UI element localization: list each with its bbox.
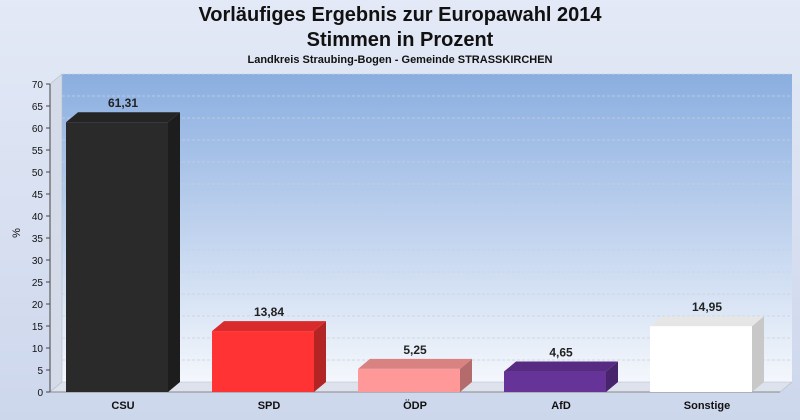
bar-value-label: 5,25 bbox=[403, 343, 427, 357]
y-tick-label: 15 bbox=[32, 322, 44, 333]
bar-value-label: 14,95 bbox=[692, 300, 722, 314]
plot-side-wall bbox=[49, 73, 63, 393]
y-tick-label: 25 bbox=[32, 278, 44, 289]
bar-top bbox=[358, 358, 472, 369]
bar bbox=[650, 326, 752, 392]
chart-subtitle: Landkreis Straubing-Bogen - Gemeinde STR… bbox=[247, 54, 553, 66]
bar bbox=[358, 368, 460, 392]
x-tick-label: AfD bbox=[551, 400, 571, 412]
bar-side bbox=[460, 358, 472, 392]
y-tick-label: 45 bbox=[32, 190, 44, 201]
bar-top bbox=[650, 316, 764, 327]
bar-side bbox=[168, 112, 180, 393]
bar bbox=[66, 122, 168, 393]
bar-value-label: 61,31 bbox=[108, 96, 138, 110]
bar-side bbox=[752, 316, 764, 392]
bar bbox=[504, 371, 606, 392]
bar-top bbox=[504, 361, 618, 372]
y-tick-label: 40 bbox=[32, 212, 44, 223]
y-tick-label: 30 bbox=[32, 256, 44, 267]
y-tick-label: 50 bbox=[32, 168, 44, 179]
y-tick-label: 60 bbox=[32, 124, 44, 135]
bar bbox=[212, 331, 314, 392]
chart-title-line2: Stimmen in Prozent bbox=[306, 29, 494, 51]
x-tick-label: ÖDP bbox=[403, 399, 427, 412]
chart-title: Vorläufiges Ergebnis zur Europawahl 2014 bbox=[198, 4, 602, 26]
y-axis-label: % bbox=[11, 228, 23, 238]
bar-value-label: 13,84 bbox=[254, 305, 284, 319]
bar-side bbox=[314, 321, 326, 392]
bar-top bbox=[66, 112, 180, 123]
y-tick-label: 0 bbox=[37, 388, 43, 399]
y-tick-label: 70 bbox=[32, 80, 44, 91]
x-tick-label: Sonstige bbox=[684, 400, 730, 412]
x-tick-label: SPD bbox=[258, 400, 281, 412]
y-tick-label: 35 bbox=[32, 234, 44, 245]
x-tick-label: CSU bbox=[111, 400, 134, 412]
y-tick-label: 10 bbox=[32, 344, 44, 355]
bar-value-label: 4,65 bbox=[549, 346, 573, 360]
bar-side bbox=[606, 361, 618, 392]
y-tick-label: 20 bbox=[32, 300, 44, 311]
bar-top bbox=[212, 321, 326, 332]
y-tick-label: 55 bbox=[32, 146, 44, 157]
y-tick-label: 5 bbox=[37, 366, 43, 377]
y-tick-label: 65 bbox=[32, 102, 44, 113]
